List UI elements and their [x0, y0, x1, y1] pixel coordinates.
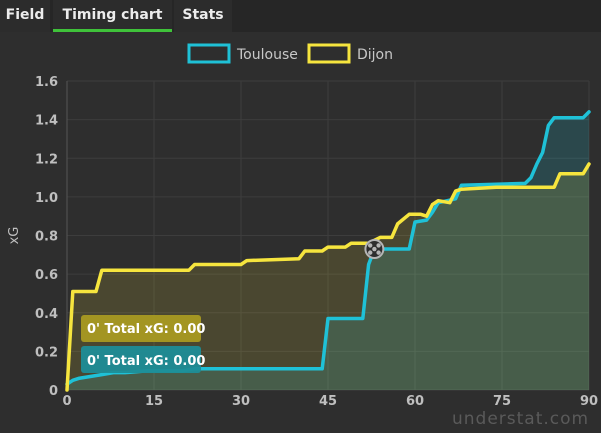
x-tick-label: 60: [406, 394, 424, 409]
legend-label-dijon: Dijon: [357, 47, 393, 63]
y-tick-label: 1.0: [35, 191, 58, 206]
x-tick-label: 45: [319, 394, 337, 409]
y-axis-ticks: 0 0.2 0.4 0.6 0.8 1.0 1.2 1.4 1.6: [35, 75, 58, 399]
watermark: understat.com: [452, 409, 589, 429]
tooltip-dijon: 0' Total xG: 0.00: [81, 315, 205, 342]
y-tick-label: 1.6: [35, 75, 58, 90]
x-tick-label: 90: [580, 394, 598, 409]
y-tick-label: 1.4: [35, 114, 58, 129]
tooltip-toulouse-text: 0' Total xG: 0.00: [87, 354, 205, 369]
x-axis-ticks: 0 15 30 45 60 75 90: [62, 394, 598, 409]
y-tick-label: 0.6: [35, 268, 58, 283]
area-toulouse: [67, 111, 589, 391]
y-tick-label: 1.2: [35, 152, 58, 167]
tab-bar: Field Timing chart Stats: [0, 0, 601, 32]
chart-legend: Toulouse Dijon: [187, 43, 393, 64]
x-tick-label: 0: [62, 394, 71, 409]
x-tick-label: 30: [232, 394, 250, 409]
legend-label-toulouse: Toulouse: [236, 47, 298, 63]
y-tick-label: 0.8: [35, 230, 58, 245]
tab-stats[interactable]: Stats: [174, 0, 232, 32]
x-tick-label: 75: [493, 394, 511, 409]
legend-swatch-dijon: [307, 43, 351, 64]
legend-item-toulouse[interactable]: Toulouse: [187, 43, 298, 64]
tooltip-dijon-text: 0' Total xG: 0.00: [87, 322, 205, 337]
soccer-ball-icon: [364, 239, 385, 260]
legend-swatch-toulouse: [187, 43, 231, 64]
y-axis-label: xG: [7, 227, 22, 245]
tooltip-toulouse: 0' Total xG: 0.00: [81, 346, 205, 373]
tab-timing-chart[interactable]: Timing chart: [53, 0, 172, 32]
xg-timing-chart: Toulouse Dijon 0 0.2 0.4 0.6 0.8 1.0 1.2 1.4 1.6…: [7, 43, 598, 429]
tab-field[interactable]: Field: [0, 0, 50, 32]
legend-item-dijon[interactable]: Dijon: [307, 43, 393, 64]
chart-grid: [66, 80, 590, 391]
x-tick-label: 15: [145, 394, 163, 409]
y-tick-label: 0.2: [35, 345, 58, 360]
y-tick-label: 0.4: [35, 307, 58, 322]
y-tick-label: 0: [49, 384, 58, 399]
